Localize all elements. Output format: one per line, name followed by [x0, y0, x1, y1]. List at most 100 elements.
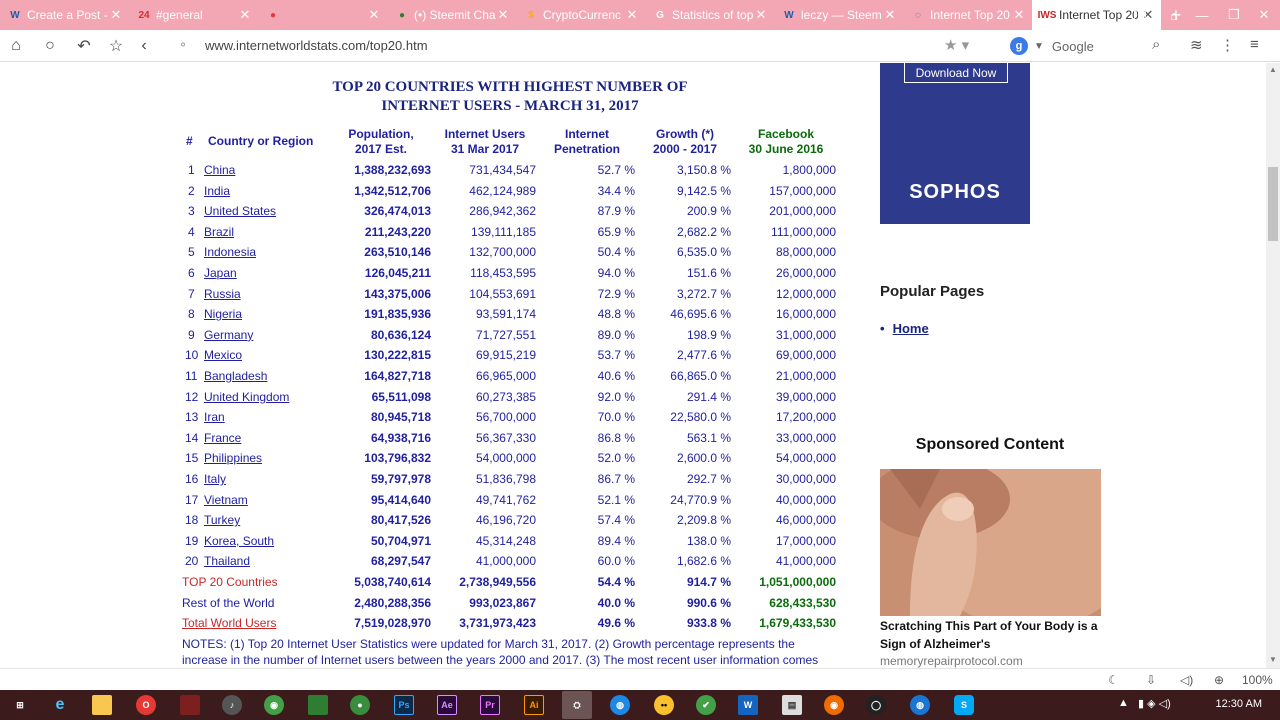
download-icon[interactable]: ⇩	[1146, 673, 1157, 687]
sound-icon[interactable]: ◁)	[1180, 673, 1194, 687]
file-explorer-icon[interactable]	[92, 695, 112, 715]
download-now-button[interactable]: Download Now	[904, 63, 1008, 83]
globe-app-icon[interactable]: ◍	[910, 695, 930, 715]
country-link[interactable]: France	[204, 430, 242, 445]
scroll-thumb[interactable]	[1268, 167, 1278, 241]
minimize-icon[interactable]: —	[1195, 7, 1209, 23]
sophos-ad[interactable]: Download Now SOPHOS	[880, 63, 1030, 224]
close-tab-icon[interactable]: ✕	[884, 7, 896, 22]
illustrator-icon[interactable]: Ai	[524, 695, 544, 715]
scroll-down-icon[interactable]: ▼	[1269, 655, 1277, 664]
chat-icon[interactable]: ●	[350, 695, 370, 715]
ad-source[interactable]: memoryrepairprotocol.com	[880, 654, 1023, 668]
country-link[interactable]: Germany	[204, 327, 254, 342]
rss-icon[interactable]: ✔	[696, 695, 716, 715]
word-icon[interactable]: W	[738, 695, 758, 715]
country-link[interactable]: Brazil	[204, 224, 235, 239]
home-link[interactable]: • Home	[880, 321, 929, 336]
header-users-line2: 31 Mar 2017	[450, 142, 520, 156]
country-link[interactable]: China	[204, 163, 236, 177]
document-icon[interactable]: ▤	[782, 695, 802, 715]
undo-icon[interactable]: ↶	[77, 37, 91, 55]
after-effects-icon[interactable]: Ae	[437, 695, 457, 715]
windows-start-icon[interactable]: ⊞	[16, 699, 24, 710]
bookmark-star-icon[interactable]: ☆	[108, 37, 124, 55]
more-icon[interactable]: ⋮	[1220, 37, 1235, 54]
back-icon[interactable]: ‹	[141, 36, 147, 54]
country-link[interactable]: Nigeria	[204, 307, 243, 322]
close-window-icon[interactable]: ✕	[1258, 7, 1270, 22]
scroll-up-icon[interactable]: ▲	[1269, 65, 1277, 74]
globe-icon[interactable]: ◍	[610, 695, 630, 715]
country-link[interactable]: Russia	[204, 286, 241, 301]
tray-up-icon[interactable]: ▲	[1118, 697, 1129, 709]
browser-task-icon[interactable]: ⛭	[562, 691, 592, 719]
country-link[interactable]: Korea, South	[204, 533, 275, 548]
night-mode-icon[interactable]: ☾	[1108, 673, 1119, 687]
country-link[interactable]: Japan	[204, 266, 237, 280]
country-link[interactable]: Philippines	[204, 451, 263, 466]
network-icon[interactable]: ▮ ◈ ◁)	[1138, 698, 1171, 710]
internet-explorer-icon[interactable]: e	[55, 696, 65, 713]
country-link[interactable]: United States	[204, 204, 277, 219]
chrome-icon[interactable]: ◉	[264, 695, 284, 715]
tab-overview-icon[interactable]: ▯▯	[1132, 7, 1148, 22]
country-link[interactable]: Mexico	[204, 348, 243, 363]
internet-users-cell: 132,700,000	[469, 245, 536, 260]
firefox-icon[interactable]: ◉	[824, 695, 844, 715]
summary-label[interactable]: Total World Users	[182, 616, 277, 631]
close-tab-icon[interactable]: ✕	[1013, 7, 1025, 22]
media-icon[interactable]: ♪	[222, 695, 242, 715]
reload-icon[interactable]: ○	[45, 36, 55, 54]
tab-3[interactable]: ● ✕	[258, 0, 387, 30]
close-tab-icon[interactable]: ✕	[368, 7, 380, 22]
tab-6[interactable]: G Statistics of top ✕	[645, 0, 774, 30]
close-tab-icon[interactable]: ✕	[497, 7, 509, 22]
circle-app-icon[interactable]: ◯	[866, 695, 886, 715]
tshirt-icon[interactable]: ⌂	[1170, 7, 1178, 23]
country-link[interactable]: Italy	[204, 472, 227, 486]
close-tab-icon[interactable]: ✕	[1142, 7, 1154, 22]
country-link[interactable]: Bangladesh	[204, 369, 268, 383]
scrollbar[interactable]: ▲ ▼	[1266, 63, 1280, 687]
close-tab-icon[interactable]: ✕	[755, 7, 767, 22]
tab-5[interactable]: $ CryptoCurrenc ✕	[516, 0, 645, 30]
close-tab-icon[interactable]: ✕	[110, 7, 122, 22]
tab-4[interactable]: ● (•) Steemit Cha ✕	[387, 0, 516, 30]
zoom-icon[interactable]: ⊕	[1214, 673, 1225, 687]
tab-8[interactable]: ◌ Internet Top 20 ✕	[903, 0, 1032, 30]
photos-icon[interactable]	[308, 695, 328, 715]
home-icon[interactable]: ⌂	[11, 36, 21, 54]
tab-2[interactable]: 24 #general ✕	[129, 0, 258, 30]
close-tab-icon[interactable]: ✕	[239, 7, 251, 22]
wifi-icon[interactable]: ≋	[1190, 37, 1203, 54]
emoji-icon[interactable]: ••	[654, 695, 674, 715]
country-link[interactable]: Thailand	[204, 554, 251, 569]
country-link[interactable]: Iran	[204, 410, 225, 425]
skype-icon[interactable]: S	[954, 695, 974, 715]
country-link[interactable]: Turkey	[204, 513, 241, 528]
tab-1[interactable]: W Create a Post - ✕	[0, 0, 129, 30]
photoshop-icon[interactable]: Ps	[394, 695, 414, 715]
country-link[interactable]: United Kingdom	[204, 389, 290, 404]
address-bar[interactable]: www.internetworldstats.com/top20.htm	[205, 38, 428, 53]
tab-9[interactable]: IWS Internet Top 20 ✕	[1032, 0, 1161, 30]
opera-icon[interactable]: O	[136, 695, 156, 715]
menu-icon[interactable]: ≡	[1250, 36, 1259, 53]
country-link[interactable]: India	[204, 183, 231, 198]
home-link-label[interactable]: Home	[892, 321, 929, 336]
close-tab-icon[interactable]: ✕	[626, 7, 638, 22]
search-box[interactable]: g ▼ Google	[1010, 37, 1094, 55]
ad-image[interactable]	[880, 469, 1101, 616]
app-icon[interactable]	[180, 695, 200, 715]
search-icon[interactable]: ⌕	[1152, 36, 1161, 53]
zoom-level[interactable]: 100%	[1242, 673, 1273, 687]
ad-caption[interactable]: Scratching This Part of Your Body is a S…	[880, 619, 1098, 651]
premiere-icon[interactable]: Pr	[480, 695, 500, 715]
new-tab-icon[interactable]: +	[1170, 4, 1182, 25]
favorite-star-icon[interactable]: ★ ▾	[944, 37, 970, 54]
restore-icon[interactable]: ❐	[1228, 7, 1240, 22]
country-link[interactable]: Indonesia	[204, 245, 257, 260]
country-link[interactable]: Vietnam	[204, 492, 248, 507]
